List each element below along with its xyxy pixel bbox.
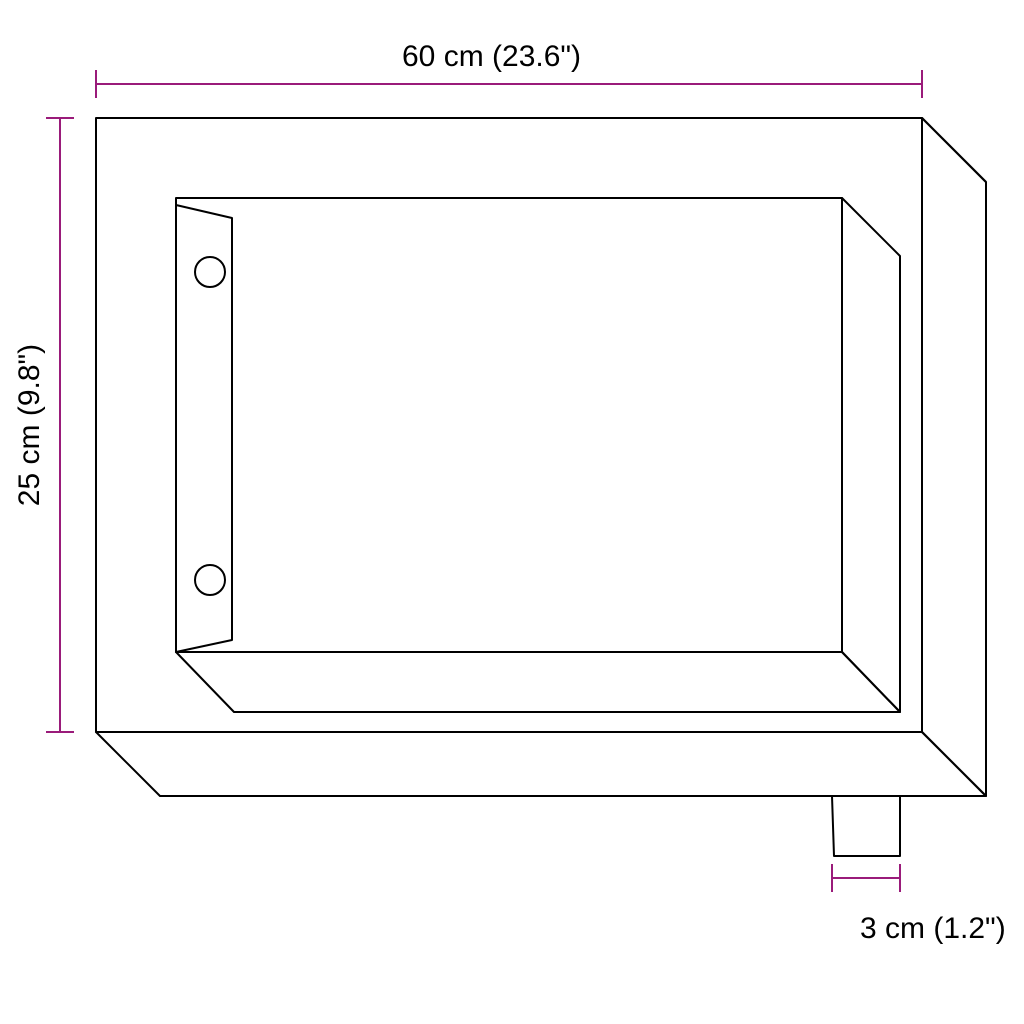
dimension-width-label: 60 cm (23.6") bbox=[402, 40, 581, 74]
diagram-stage: { "canvas": { "w": 1024, "h": 1024, "bg"… bbox=[0, 0, 1024, 1024]
diagram-svg bbox=[0, 0, 1024, 1024]
dimension-depth-label: 3 cm (1.2") bbox=[860, 912, 1006, 946]
dimension-height-label: 25 cm (9.8") bbox=[13, 344, 47, 506]
